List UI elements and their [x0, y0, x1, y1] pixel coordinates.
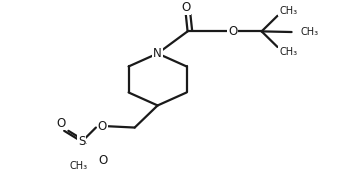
Text: O: O — [98, 120, 107, 133]
Text: CH₃: CH₃ — [279, 47, 297, 57]
Text: O: O — [98, 154, 108, 167]
Text: S: S — [78, 135, 85, 148]
Text: N: N — [153, 47, 162, 60]
Text: CH₃: CH₃ — [69, 161, 87, 171]
Text: O: O — [56, 116, 65, 130]
Text: O: O — [181, 1, 190, 14]
Text: CH₃: CH₃ — [279, 6, 297, 16]
Text: O: O — [228, 25, 237, 38]
Text: CH₃: CH₃ — [301, 27, 319, 37]
